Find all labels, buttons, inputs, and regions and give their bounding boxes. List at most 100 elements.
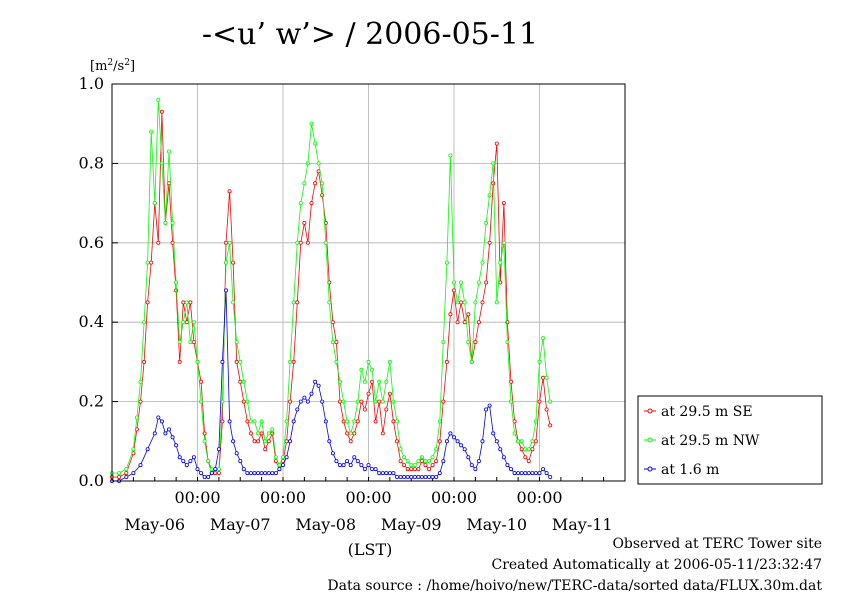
data-point-at-29-5-m-se [348,439,353,444]
data-point-at-29-5-m-nw [256,431,261,436]
data-point-at-29-5-m-nw [124,467,129,472]
data-point-at-29-5-m-nw [320,181,325,186]
data-point-at-29-5-m-nw [348,431,353,436]
data-point-at-29-5-m-se [380,431,385,436]
data-point-at-29-5-m-nw [337,379,342,384]
data-point-at-1-6-m [455,439,460,444]
data-point-at-1-6-m [537,471,542,476]
data-point-at-29-5-m-nw [245,399,250,404]
footer-site: Observed at TERC Tower site [612,536,822,552]
data-point-at-29-5-m-nw [231,300,236,305]
data-point-at-1-6-m [544,471,549,476]
y-tick-label: 1.0 [79,74,104,93]
data-point-at-1-6-m [337,463,342,468]
data-point-at-29-5-m-se [459,300,464,305]
data-point-at-29-5-m-se [302,220,307,225]
data-point-at-29-5-m-nw [352,419,357,424]
data-point-at-29-5-m-se [330,320,335,325]
data-point-at-1-6-m [234,451,239,456]
data-point-at-1-6-m [519,471,524,476]
data-point-at-1-6-m [473,467,478,472]
data-point-at-1-6-m [327,439,332,444]
data-point-at-1-6-m [501,455,506,460]
data-point-at-1-6-m [377,471,382,476]
data-point-at-1-6-m [256,471,261,476]
data-point-at-1-6-m [273,471,278,476]
data-point-at-1-6-m [487,403,492,408]
data-point-at-29-5-m-se [341,419,346,424]
data-point-at-29-5-m-se [181,300,186,305]
data-point-at-29-5-m-se [530,447,535,452]
data-point-at-29-5-m-nw [427,459,432,464]
data-point-at-29-5-m-se [441,399,446,404]
data-point-at-29-5-m-nw [469,359,474,364]
x-tick-time-label: 00:00 [174,488,220,507]
data-point-at-1-6-m [295,407,300,412]
x-tick-date-label: May-08 [295,515,356,534]
data-point-at-29-5-m-nw [163,220,168,225]
legend-label: at 29.5 m SE [661,404,753,420]
data-point-at-1-6-m [323,419,328,424]
data-point-at-29-5-m-se [412,467,417,472]
data-point-at-29-5-m-se [245,419,250,424]
data-point-at-1-6-m [277,467,282,472]
data-point-at-29-5-m-nw [316,161,321,166]
data-point-at-29-5-m-se [142,359,147,364]
data-point-at-29-5-m-nw [530,439,535,444]
data-point-at-29-5-m-se [487,240,492,245]
data-point-at-1-6-m [412,474,417,479]
data-point-at-29-5-m-se [544,407,549,412]
data-point-at-1-6-m [288,439,293,444]
data-point-at-1-6-m [373,467,378,472]
data-point-at-29-5-m-nw [259,419,264,424]
data-point-at-1-6-m [309,391,314,396]
data-point-at-1-6-m [266,471,271,476]
data-point-at-1-6-m [334,459,339,464]
data-point-at-29-5-m-nw [263,439,268,444]
data-point-at-1-6-m [409,474,414,479]
data-point-at-29-5-m-se [548,423,553,428]
y-tick-label: 0.2 [79,392,104,411]
data-point-at-29-5-m-nw [142,320,147,325]
data-point-at-1-6-m [494,439,499,444]
x-tick-date-label: May-10 [466,515,527,534]
data-point-at-29-5-m-se [402,463,407,468]
data-point-at-29-5-m-nw [437,419,442,424]
data-point-at-29-5-m-nw [523,447,528,452]
data-point-at-29-5-m-nw [305,161,310,166]
data-point-at-1-6-m [316,383,321,388]
data-point-at-1-6-m [227,419,232,424]
data-point-at-29-5-m-se [145,300,150,305]
data-point-at-29-5-m-se [394,439,399,444]
data-point-at-1-6-m [302,395,307,400]
data-point-at-29-5-m-se [305,240,310,245]
data-point-at-29-5-m-se [252,439,257,444]
data-point-at-1-6-m [491,431,496,436]
data-point-at-1-6-m [498,447,503,452]
data-point-at-29-5-m-nw [195,359,200,364]
data-point-at-1-6-m [398,474,403,479]
data-point-at-29-5-m-nw [377,379,382,384]
data-point-at-1-6-m [184,463,189,468]
data-point-at-29-5-m-nw [220,399,225,404]
data-point-at-1-6-m [259,471,264,476]
data-point-at-29-5-m-nw [273,455,278,460]
data-point-at-29-5-m-nw [280,455,285,460]
data-point-at-1-6-m [166,427,171,432]
data-point-at-29-5-m-se [359,399,364,404]
data-point-at-29-5-m-nw [370,367,375,372]
data-point-at-29-5-m-nw [145,260,150,265]
data-point-at-1-6-m [348,463,353,468]
series-group [110,97,553,483]
data-point-at-29-5-m-nw [537,359,542,364]
data-point-at-29-5-m-nw [234,340,239,345]
data-point-at-29-5-m-nw [174,280,179,285]
data-point-at-29-5-m-se [159,109,164,114]
data-point-at-29-5-m-nw [241,379,246,384]
data-point-at-29-5-m-se [227,189,232,194]
data-point-at-29-5-m-nw [544,375,549,380]
data-point-at-29-5-m-nw [455,300,460,305]
data-point-at-1-6-m [291,419,296,424]
data-point-at-29-5-m-se [537,399,542,404]
data-point-at-29-5-m-nw [298,201,303,206]
